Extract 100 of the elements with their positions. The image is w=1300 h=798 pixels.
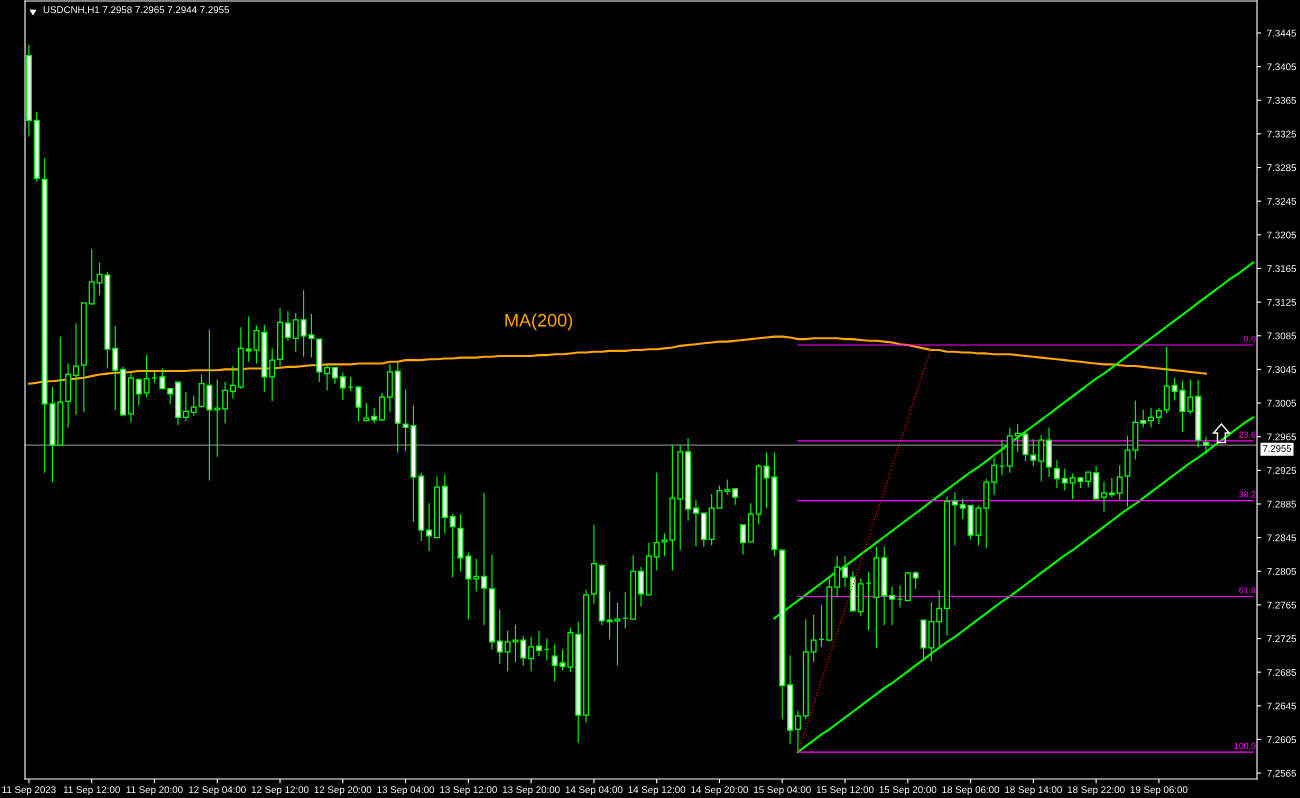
candlestick xyxy=(324,364,331,391)
series-label: 38.2 xyxy=(1239,491,1256,498)
y-tick-label: 7.2685 xyxy=(1267,668,1297,676)
line-series xyxy=(797,346,932,753)
y-tick-label: 7.3445 xyxy=(1267,29,1297,37)
candlestick xyxy=(536,630,542,657)
series-label: 61.8 xyxy=(1239,587,1256,594)
candlestick xyxy=(426,502,433,552)
candlestick xyxy=(1187,378,1194,415)
candlestick xyxy=(449,513,456,578)
candlestick xyxy=(1203,436,1209,455)
candlestick xyxy=(638,566,644,608)
y-tick-label: 7.2565 xyxy=(1267,769,1297,777)
y-tick-label: 7.3005 xyxy=(1267,399,1297,407)
y-tick-label: 7.2725 xyxy=(1267,635,1297,643)
y-tick-label: 7.2845 xyxy=(1267,534,1297,542)
candlestick xyxy=(190,394,197,417)
y-tick-label: 7.2645 xyxy=(1267,702,1297,710)
y-tick-label: 7.3165 xyxy=(1267,265,1297,273)
candlestick xyxy=(1116,464,1123,501)
candlestick xyxy=(222,381,229,424)
x-tick-label: 19 Sep 06:00 xyxy=(1130,786,1188,796)
x-tick-label: 11 Sep 20:00 xyxy=(126,786,183,796)
candlestick xyxy=(1101,481,1107,513)
x-tick-label: 14 Sep 12:00 xyxy=(628,786,686,796)
candlestick xyxy=(740,524,746,555)
candlestick xyxy=(229,365,236,400)
x-tick-label: 11 Sep 2023 xyxy=(2,786,56,796)
candlestick xyxy=(88,248,95,306)
candlestick xyxy=(1108,477,1115,498)
candlestick xyxy=(73,322,79,416)
x-tick-label: 18 Sep 06:00 xyxy=(942,786,1000,796)
candlestick xyxy=(1022,429,1029,462)
y-tick-label: 7.2925 xyxy=(1267,467,1297,474)
candlestick xyxy=(1030,438,1037,467)
series-label: MA(200) xyxy=(505,313,573,331)
candlestick xyxy=(355,385,362,423)
candlestick xyxy=(551,643,558,682)
y-tick-label: 7.2965 xyxy=(1267,433,1297,441)
y-tick-label: 7.2805 xyxy=(1267,567,1297,575)
x-tick-label: 12 Sep 20:00 xyxy=(314,786,372,796)
candlestick xyxy=(520,635,527,667)
ref-line-label: 7.2955 xyxy=(1263,445,1292,452)
line-series xyxy=(27,335,1208,385)
candlestick xyxy=(112,325,119,411)
x-tick-label: 13 Sep 04:00 xyxy=(377,786,435,796)
y-tick-label: 7.2605 xyxy=(1267,736,1297,744)
candlestick xyxy=(951,491,958,546)
y-tick-label: 7.3325 xyxy=(1267,130,1297,138)
candlestick xyxy=(1061,468,1068,492)
chart-title: USDCNH,H1 7.2958 7.2965 7.2944 7.2955 xyxy=(43,6,230,15)
series-label: 100.0 xyxy=(1234,742,1256,749)
series-label: 0.0 xyxy=(1244,335,1256,342)
y-tick-label: 7.3045 xyxy=(1267,366,1297,374)
series-label: 23.6 xyxy=(1239,431,1256,438)
candlestick xyxy=(1053,459,1060,489)
x-tick-label: 18 Sep 14:00 xyxy=(1005,786,1062,796)
x-tick-label: 12 Sep 04:00 xyxy=(189,786,246,796)
candlestick xyxy=(284,310,291,342)
x-tick-label: 15 Sep 12:00 xyxy=(816,786,874,796)
candlestick xyxy=(842,555,849,588)
candlestick xyxy=(292,312,299,353)
candlestick xyxy=(692,499,699,547)
y-tick-label: 7.3205 xyxy=(1267,231,1297,239)
x-tick-label: 15 Sep 04:00 xyxy=(754,786,811,796)
candlestick xyxy=(182,391,189,422)
x-tick-label: 11 Sep 12:00 xyxy=(63,786,120,796)
x-tick-label: 15 Sep 20:00 xyxy=(879,786,937,796)
candlestick xyxy=(143,354,150,398)
x-tick-label: 14 Sep 20:00 xyxy=(691,786,749,796)
candlestick xyxy=(214,378,221,458)
candlestick xyxy=(1163,346,1170,414)
candlestick xyxy=(889,585,896,626)
candlestick xyxy=(834,555,841,598)
x-tick-label: 13 Sep 20:00 xyxy=(502,786,560,796)
candlestick xyxy=(653,472,660,571)
y-tick-label: 7.3285 xyxy=(1267,164,1297,172)
candlestick xyxy=(339,372,346,401)
candlestick xyxy=(379,392,386,422)
candlestick xyxy=(135,378,142,407)
candlestick xyxy=(528,636,535,672)
y-tick-label: 7.2885 xyxy=(1267,500,1297,508)
y-tick-label: 7.3245 xyxy=(1267,197,1297,205)
y-tick-label: 7.3405 xyxy=(1267,63,1297,71)
candlestick xyxy=(496,609,503,665)
y-tick-label: 7.3085 xyxy=(1267,332,1297,340)
x-tick-label: 14 Sep 04:00 xyxy=(565,786,623,796)
candlestick xyxy=(810,614,817,663)
candlestick xyxy=(936,590,943,649)
y-tick-label: 7.2765 xyxy=(1267,601,1297,609)
x-tick-label: 12 Sep 12:00 xyxy=(251,786,309,796)
candlestick xyxy=(959,498,966,520)
candlestick xyxy=(991,457,998,496)
y-tick-label: 7.3365 xyxy=(1267,96,1297,104)
candlestick xyxy=(159,367,166,390)
candlestick xyxy=(269,347,276,402)
x-tick-label: 13 Sep 12:00 xyxy=(440,786,497,796)
candlestick xyxy=(1148,407,1155,428)
candlestick xyxy=(481,492,488,626)
x-tick-label: 18 Sep 22:00 xyxy=(1067,786,1125,796)
